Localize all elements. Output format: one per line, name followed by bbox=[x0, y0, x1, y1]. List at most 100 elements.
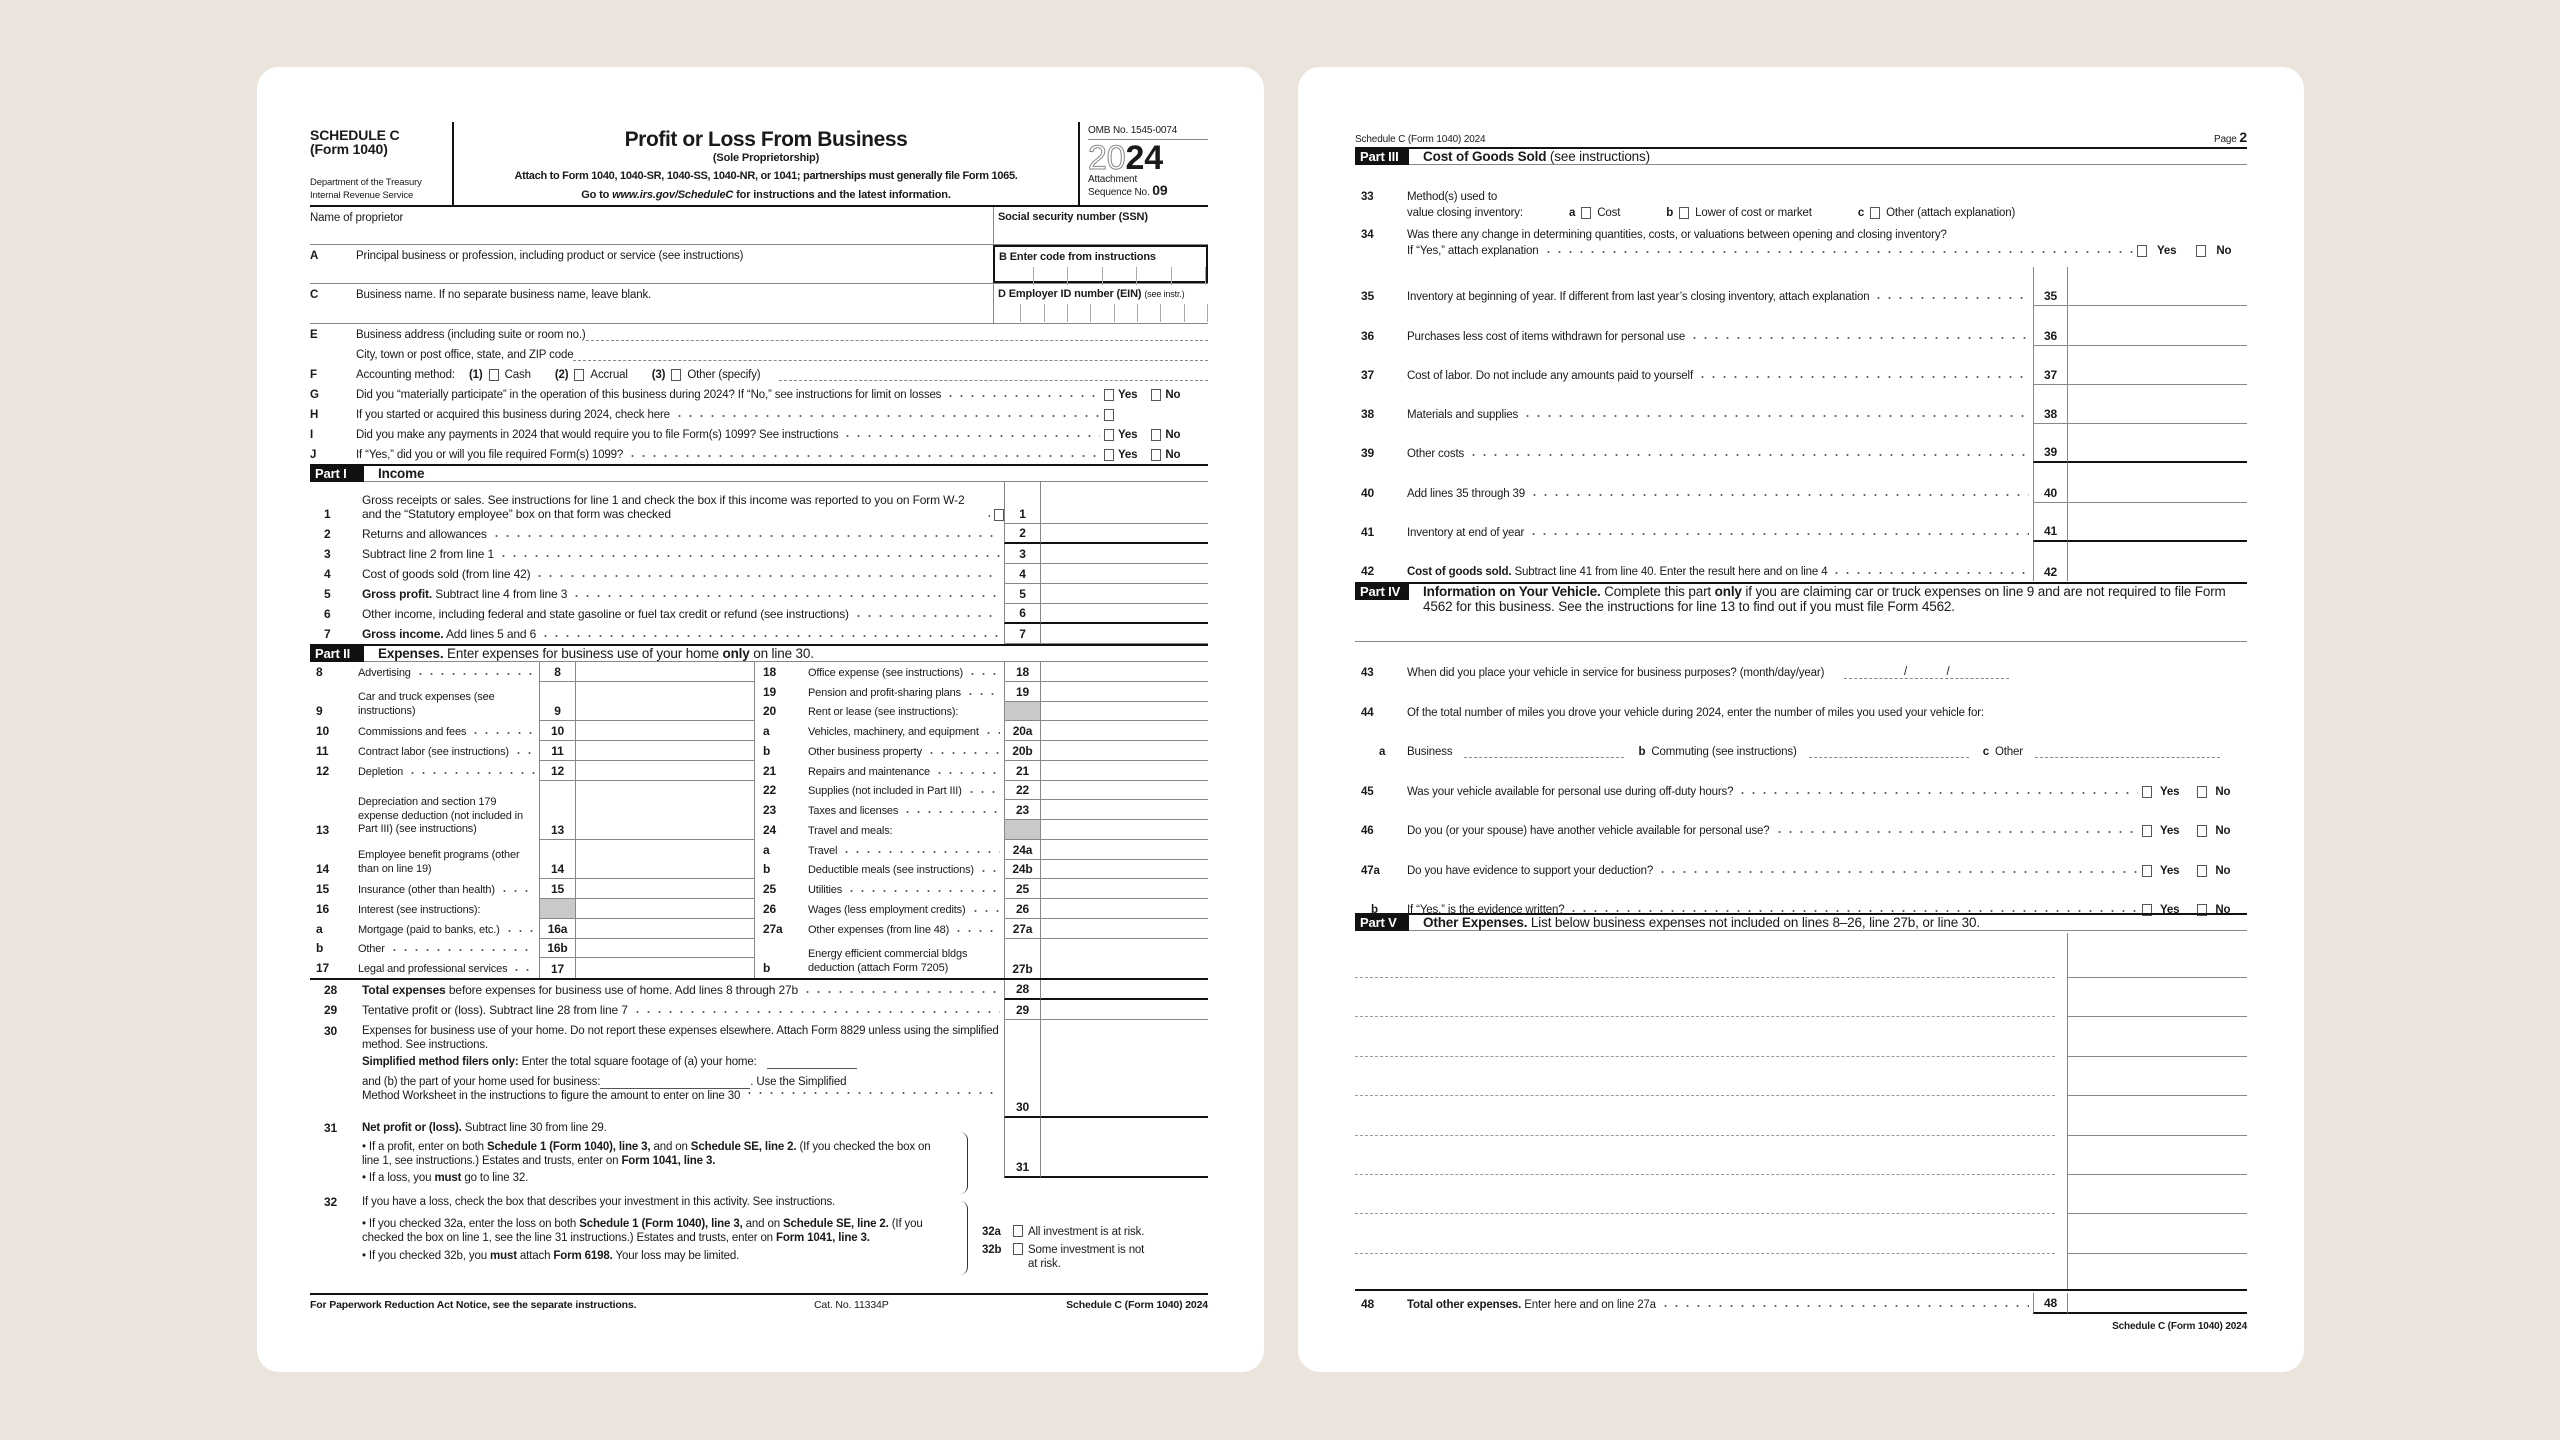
accounting-other-checkbox[interactable] bbox=[671, 369, 682, 381]
ein-field[interactable]: D Employer ID number (EIN) (see instr.) bbox=[993, 284, 1208, 323]
amount-field-29[interactable] bbox=[1040, 1000, 1208, 1020]
expense-amount-field[interactable] bbox=[2067, 1252, 2247, 1254]
expense-description-field[interactable] bbox=[1355, 1252, 2055, 1254]
miles-a-field[interactable] bbox=[1464, 746, 1625, 758]
amount-field-18[interactable] bbox=[1040, 662, 1208, 682]
amount-field-2[interactable] bbox=[1040, 524, 1208, 544]
date-field[interactable]: / / bbox=[1844, 666, 2010, 679]
amount-field-21[interactable] bbox=[1040, 760, 1208, 781]
amount-field-13[interactable] bbox=[575, 780, 754, 840]
no-checkbox[interactable] bbox=[2197, 825, 2208, 838]
yes-checkbox[interactable] bbox=[1104, 389, 1114, 401]
yes-checkbox[interactable] bbox=[2142, 903, 2152, 916]
no-checkbox[interactable] bbox=[2197, 864, 2208, 877]
amount-field-31[interactable] bbox=[1040, 1118, 1208, 1178]
amount-field-5[interactable] bbox=[1040, 584, 1208, 604]
expense-amount-field[interactable] bbox=[2067, 1174, 2247, 1175]
amount-field-14[interactable] bbox=[575, 839, 754, 880]
started-business-checkbox[interactable] bbox=[1104, 409, 1114, 421]
proprietor-name-field[interactable]: Name of proprietor bbox=[310, 207, 993, 244]
amount-field-37[interactable] bbox=[2067, 345, 2247, 385]
amount-field-19[interactable] bbox=[1040, 681, 1208, 702]
statutory-employee-checkbox[interactable] bbox=[994, 509, 1004, 521]
yes-checkbox[interactable] bbox=[2142, 786, 2152, 798]
expense-amount-field[interactable] bbox=[2067, 1055, 2247, 1057]
expense-description-field[interactable] bbox=[1355, 1095, 2055, 1097]
amount-field-15[interactable] bbox=[575, 879, 754, 900]
amount-field-23[interactable] bbox=[1040, 800, 1208, 820]
amount-field-20b[interactable] bbox=[1040, 741, 1208, 761]
amount-field-4[interactable] bbox=[1040, 564, 1208, 584]
expense-amount-field[interactable] bbox=[2067, 1095, 2247, 1097]
amount-field-25[interactable] bbox=[1040, 879, 1208, 899]
ssn-field[interactable]: Social security number (SSN) bbox=[993, 207, 1208, 244]
miles-c-field[interactable] bbox=[2034, 746, 2220, 758]
amount-field-6[interactable] bbox=[1040, 604, 1208, 624]
amount-field-10[interactable] bbox=[575, 721, 754, 741]
amount-field-42[interactable] bbox=[2067, 542, 2247, 582]
amount-field-11[interactable] bbox=[575, 741, 754, 761]
miles-b-field[interactable] bbox=[1808, 746, 1969, 758]
no-checkbox[interactable] bbox=[2197, 786, 2208, 798]
amount-field-35[interactable] bbox=[2067, 267, 2247, 307]
accounting-cash-checkbox[interactable] bbox=[488, 369, 499, 381]
amount-field-38[interactable] bbox=[2067, 384, 2247, 425]
amount-field-30[interactable] bbox=[1040, 1020, 1208, 1118]
expense-amount-field[interactable] bbox=[2067, 1134, 2247, 1136]
other-specify-field[interactable] bbox=[778, 369, 1208, 381]
expense-description-field[interactable] bbox=[1355, 1213, 2055, 1215]
amount-field-24a[interactable] bbox=[1040, 839, 1208, 860]
home-sqft-field[interactable] bbox=[766, 1057, 857, 1069]
expense-description-field[interactable] bbox=[1355, 1055, 2055, 1057]
yes-checkbox[interactable] bbox=[2142, 864, 2152, 877]
amount-field-22[interactable] bbox=[1040, 780, 1208, 801]
business-sqft-field[interactable] bbox=[600, 1077, 751, 1089]
inventory-c-checkbox[interactable] bbox=[1870, 207, 1881, 219]
inventory-a-checkbox[interactable] bbox=[1581, 207, 1592, 219]
amount-field-48[interactable] bbox=[2067, 1293, 2247, 1314]
amount-field-7[interactable] bbox=[1040, 624, 1208, 644]
yes-checkbox[interactable] bbox=[1104, 449, 1114, 461]
amount-field-36[interactable] bbox=[2067, 306, 2247, 346]
amount-field-20a[interactable] bbox=[1040, 721, 1208, 741]
city-field[interactable] bbox=[573, 349, 1208, 361]
amount-field-17[interactable] bbox=[575, 958, 754, 979]
no-checkbox[interactable] bbox=[1151, 449, 1162, 461]
checkbox-32b[interactable] bbox=[1013, 1243, 1023, 1255]
accounting-accrual-checkbox[interactable] bbox=[574, 369, 585, 381]
inventory-b-checkbox[interactable] bbox=[1679, 207, 1690, 219]
checkbox-32a[interactable] bbox=[1013, 1225, 1023, 1237]
amount-field-12[interactable] bbox=[575, 760, 754, 781]
business-code-field[interactable]: B Enter code from instructions bbox=[993, 245, 1208, 285]
expense-description-field[interactable] bbox=[1355, 1174, 2055, 1175]
yes-checkbox[interactable] bbox=[2142, 825, 2152, 838]
amount-field-26[interactable] bbox=[1040, 899, 1208, 919]
amount-field-9[interactable] bbox=[575, 681, 754, 722]
amount-field-8[interactable] bbox=[575, 662, 754, 682]
amount-field-27b[interactable] bbox=[1040, 938, 1208, 978]
amount-field-24b[interactable] bbox=[1040, 859, 1208, 880]
amount-field-28[interactable] bbox=[1040, 980, 1208, 1000]
expense-amount-field[interactable] bbox=[2067, 1213, 2247, 1215]
amount-field-1[interactable] bbox=[1040, 482, 1208, 524]
irs-link[interactable]: www.irs.gov/ScheduleC bbox=[612, 189, 734, 201]
expense-amount-field[interactable] bbox=[2067, 977, 2247, 978]
amount-field-16a[interactable] bbox=[575, 918, 754, 939]
no-checkbox[interactable] bbox=[2197, 903, 2208, 916]
business-name-field[interactable]: C Business name. If no separate business … bbox=[310, 284, 993, 323]
amount-field-39[interactable] bbox=[2067, 424, 2247, 464]
amount-field-16b[interactable] bbox=[575, 938, 754, 959]
principal-business-field[interactable]: A Principal business or profession, inclu… bbox=[310, 245, 993, 283]
amount-field-3[interactable] bbox=[1040, 544, 1208, 564]
expense-description-field[interactable] bbox=[1355, 977, 2055, 978]
no-checkbox[interactable] bbox=[1151, 429, 1162, 441]
yes-checkbox[interactable] bbox=[2137, 245, 2147, 257]
no-checkbox[interactable] bbox=[1151, 389, 1162, 401]
amount-field-41[interactable] bbox=[2067, 502, 2247, 543]
yes-checkbox[interactable] bbox=[1104, 429, 1114, 441]
amount-field-40[interactable] bbox=[2067, 463, 2247, 503]
expense-amount-field[interactable] bbox=[2067, 1016, 2247, 1018]
amount-field-27a[interactable] bbox=[1040, 918, 1208, 939]
address-field[interactable] bbox=[585, 329, 1208, 341]
no-checkbox[interactable] bbox=[2196, 245, 2207, 257]
